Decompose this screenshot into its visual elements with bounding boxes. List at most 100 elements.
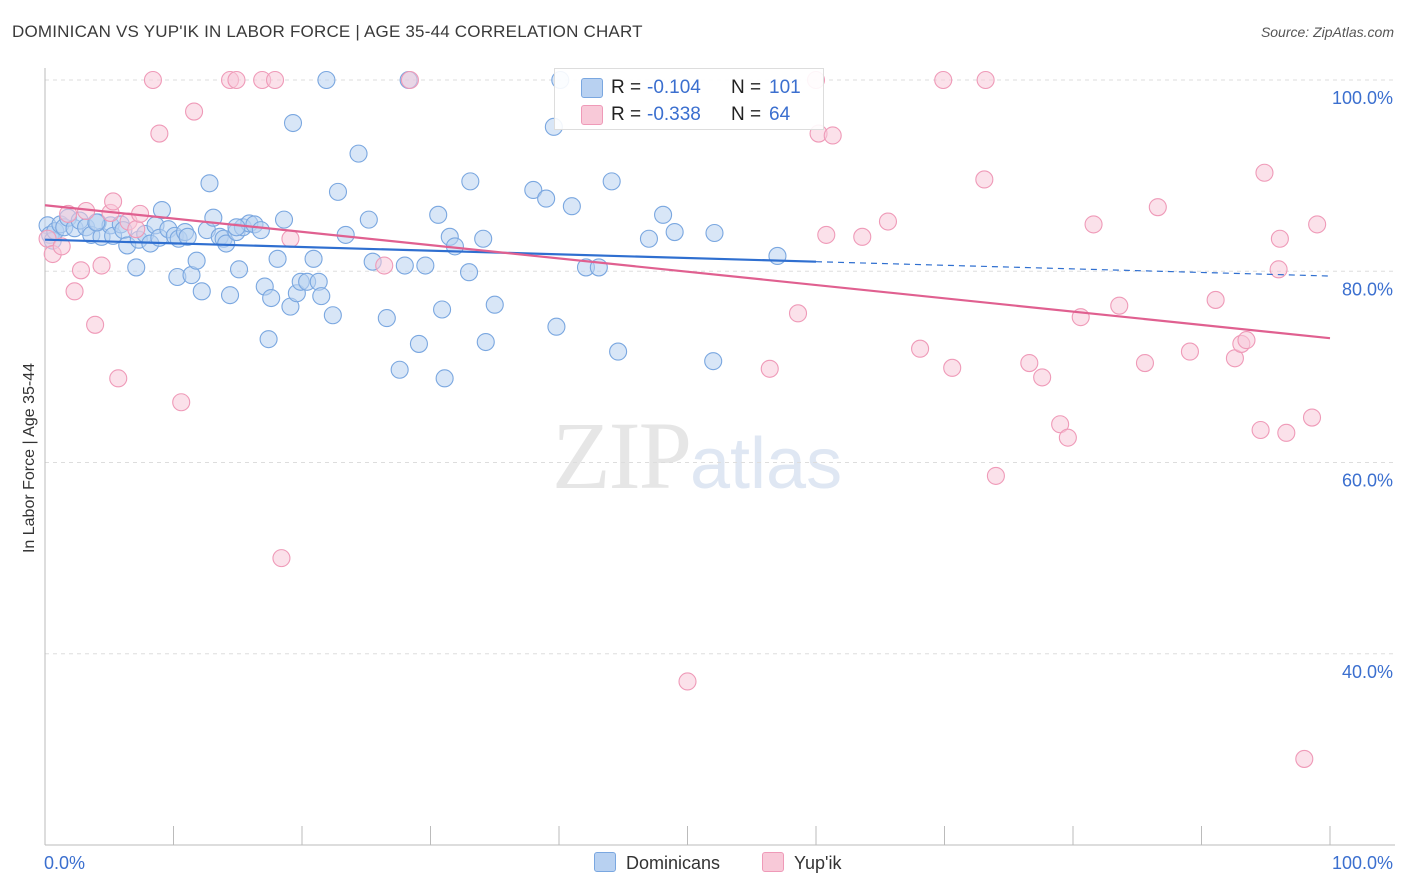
yupik-point (86, 315, 105, 334)
yupik-point (150, 124, 169, 143)
dominicans-point (639, 229, 659, 248)
yupik-point (265, 70, 285, 90)
yupik-point (975, 170, 994, 189)
yupik-point (227, 70, 246, 90)
watermark: ZIPatlas (552, 400, 842, 511)
yupik-legend-label: Yup'ik (794, 853, 842, 873)
dominicans-point (395, 256, 414, 275)
dominicans-point (459, 263, 479, 282)
yupik-point (986, 466, 1005, 485)
chart-title: DOMINICAN VS YUP'IK IN LABOR FORCE | AGE… (12, 22, 643, 41)
dominicans-point (251, 221, 270, 240)
dominicans-point (705, 223, 724, 243)
dominicans-point (152, 201, 171, 220)
yupik-point (1110, 296, 1129, 315)
yupik-point (92, 256, 111, 275)
dominicans-swatch (581, 78, 603, 98)
yupik-point (760, 359, 779, 378)
yupik-point (1269, 260, 1288, 279)
n-label: N = (731, 104, 762, 125)
dominicans-point (304, 249, 323, 268)
dominicans-trend-line (44, 238, 817, 263)
yupik-point (943, 358, 962, 377)
dominicans-point (227, 218, 246, 237)
yupik-point (853, 227, 872, 246)
r-label: R = (611, 77, 642, 98)
yupik-legend-swatch (762, 852, 784, 872)
dominicans-point (609, 342, 628, 361)
y-tick-label: 40.0% (1342, 662, 1393, 682)
yupik-point (934, 70, 953, 90)
dominicans-point (547, 317, 566, 336)
dominicans-point (274, 210, 294, 229)
yupik-point (185, 102, 204, 121)
yupik-point (172, 393, 191, 412)
dominicans-point (259, 330, 278, 349)
dominicans-trend-line-extension (815, 261, 1331, 277)
yupik-point (1135, 353, 1155, 373)
yupik-point (1084, 215, 1103, 234)
yupik-point (1295, 749, 1314, 768)
r-value: -0.338 (647, 104, 701, 125)
r-value: -0.104 (647, 77, 701, 98)
dominicans-point (665, 222, 684, 242)
yupik-point (878, 212, 898, 231)
yupik-point (1058, 428, 1077, 447)
yupik-point (823, 126, 842, 145)
legend-row-yupik: R = -0.338 N = 64 (555, 101, 823, 127)
dominicans-point (349, 144, 368, 163)
dominicans-point (220, 286, 240, 305)
yupik-point (678, 672, 697, 691)
dominicans-points (38, 70, 787, 388)
yupik-point (59, 204, 78, 223)
yupik-point (1237, 331, 1256, 350)
dominicans-point (377, 309, 396, 328)
dominicans-point (283, 113, 303, 133)
dominicans-point (476, 332, 495, 352)
dominicans-point (429, 205, 448, 224)
dominicans-point (323, 306, 342, 325)
legend-item-yupik: Yup'ik (762, 852, 841, 874)
yupik-point (272, 549, 291, 568)
dominicans-point (409, 334, 428, 353)
dominicans-legend-swatch (594, 852, 616, 872)
yupik-swatch (581, 105, 603, 125)
dominicans-point (192, 282, 211, 301)
dominicans-point (87, 213, 106, 232)
dominicans-point (704, 352, 723, 371)
dominicans-point (390, 360, 409, 379)
yupik-point (976, 70, 995, 90)
dominicans-point (485, 295, 504, 314)
dominicans-point (268, 249, 287, 268)
n-label: N = (731, 77, 762, 98)
dominicans-legend-label: Dominicans (626, 853, 721, 873)
yupik-trend-line (44, 204, 1331, 340)
yupik-point (1051, 415, 1070, 434)
dominicans-point (435, 369, 454, 388)
trend-lines (44, 204, 1331, 340)
legend-row-dominicans: R = -0.104 N = 101 (555, 74, 823, 100)
source-label: Source: ZipAtlas.com (1260, 24, 1394, 40)
dominicans-point (474, 229, 493, 248)
dominicans-point (537, 189, 556, 208)
y-tick-label: 60.0% (1342, 471, 1393, 491)
dominicans-point (317, 70, 336, 90)
tick-labels: 100.0% 80.0% 60.0% 40.0% 0.0% 100.0% (44, 88, 1393, 873)
watermark-zip: ZIP (552, 402, 692, 509)
dominicans-point (562, 197, 581, 216)
yupik-point (65, 282, 84, 301)
data-points (38, 70, 1327, 768)
dominicans-point (359, 210, 378, 229)
yupik-point (281, 229, 300, 248)
dominicans-point (768, 246, 787, 265)
yupik-point (127, 220, 146, 239)
dominicans-point (178, 227, 197, 246)
y-tick-label: 80.0% (1342, 279, 1393, 299)
dominicans-point (328, 182, 348, 201)
n-value: 101 (769, 77, 801, 98)
yupik-point (1302, 408, 1322, 427)
yupik-point (71, 261, 91, 280)
yupik-point (1033, 368, 1052, 387)
n-value: 64 (769, 104, 791, 125)
y-tick-label: 100.0% (1332, 88, 1393, 108)
